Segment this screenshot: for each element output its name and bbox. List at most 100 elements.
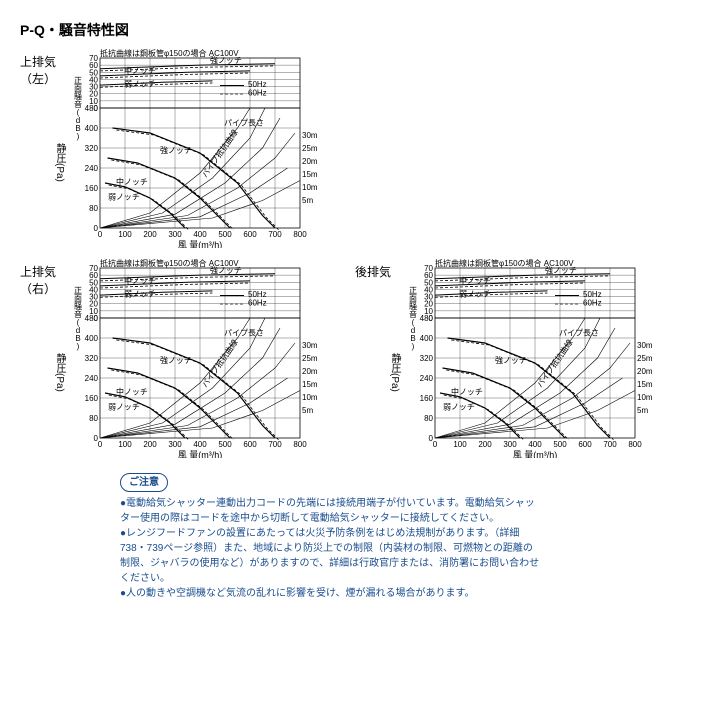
svg-text:160: 160 [420,394,434,403]
svg-text:15m: 15m [637,380,653,389]
svg-text:弱ノッチ: 弱ノッチ [443,402,475,411]
svg-text:200: 200 [143,440,157,449]
svg-text:80: 80 [424,414,433,423]
svg-text:70: 70 [89,54,98,63]
svg-text:弱ノッチ: 弱ノッチ [124,290,156,299]
svg-text:60Hz: 60Hz [248,89,267,98]
svg-text:240: 240 [420,374,434,383]
notice-item: 人の動きや空調機など気流の乱れに影響を受け、煙が漏れる場合があります。 [120,586,540,601]
svg-text:700: 700 [268,230,282,239]
svg-text:弱ノッチ: 弱ノッチ [124,80,156,89]
svg-text:500: 500 [553,440,567,449]
svg-text:強ノッチ: 強ノッチ [210,265,242,275]
section-title: P-Q・騒音特性図 [20,20,700,40]
svg-text:400: 400 [193,440,207,449]
svg-text:320: 320 [85,144,99,153]
svg-text:パイプ抵抗曲線: パイプ抵抗曲線 [534,338,574,390]
svg-text:160: 160 [85,184,99,193]
svg-text:160: 160 [85,394,99,403]
svg-text:25m: 25m [302,354,318,363]
axis-label-pressure: 静圧(Pa) [52,143,67,182]
svg-text:30m: 30m [302,131,318,140]
svg-text:強ノッチ: 強ノッチ [495,355,527,365]
svg-text:480: 480 [420,314,434,323]
svg-text:中ノッチ: 中ノッチ [116,386,148,396]
svg-text:400: 400 [85,124,99,133]
svg-text:100: 100 [118,230,132,239]
svg-text:400: 400 [193,230,207,239]
svg-text:中ノッチ: 中ノッチ [124,276,156,286]
svg-text:風 量(m³/h): 風 量(m³/h) [513,450,558,458]
chart-upper-right: 抵抗曲線は鋼板管φ150の場合 AC100V010203040506070強ノッ… [70,258,325,458]
svg-text:480: 480 [85,104,99,113]
svg-text:320: 320 [420,354,434,363]
svg-text:700: 700 [603,440,617,449]
svg-text:15m: 15m [302,380,318,389]
svg-text:強ノッチ: 強ノッチ [160,355,192,365]
notice-box: ご注意 電動給気シャッター連動出力コードの先端には接続用端子が付いています。電動… [120,473,540,601]
svg-text:300: 300 [503,440,517,449]
svg-text:20m: 20m [637,367,653,376]
svg-text:200: 200 [143,230,157,239]
svg-text:中ノッチ: 中ノッチ [459,276,491,286]
svg-text:600: 600 [578,440,592,449]
svg-text:10m: 10m [637,393,653,402]
svg-text:480: 480 [85,314,99,323]
svg-text:500: 500 [218,440,232,449]
svg-text:320: 320 [85,354,99,363]
svg-text:中ノッチ: 中ノッチ [116,176,148,186]
svg-text:800: 800 [293,230,307,239]
svg-text:正面騒音(dB): 正面騒音(dB) [409,286,417,351]
svg-text:240: 240 [85,164,99,173]
svg-text:100: 100 [118,440,132,449]
svg-text:240: 240 [85,374,99,383]
svg-text:30m: 30m [302,341,318,350]
svg-text:80: 80 [89,414,98,423]
svg-text:弱ノッチ: 弱ノッチ [108,402,140,411]
svg-text:中ノッチ: 中ノッチ [124,66,156,76]
svg-text:700: 700 [268,440,282,449]
svg-text:800: 800 [293,440,307,449]
svg-text:400: 400 [420,334,434,343]
svg-text:0: 0 [98,230,103,239]
svg-text:正面騒音(dB): 正面騒音(dB) [74,286,82,351]
svg-text:10m: 10m [302,393,318,402]
svg-text:200: 200 [478,440,492,449]
svg-text:10m: 10m [302,183,318,192]
notice-badge: ご注意 [120,473,168,492]
chart-label: 上排気 （右） [20,258,70,297]
svg-text:70: 70 [424,264,433,273]
axis-label-pressure: 静圧(Pa) [387,353,402,392]
svg-text:600: 600 [243,440,257,449]
svg-text:弱ノッチ: 弱ノッチ [459,290,491,299]
svg-text:パイプ長さ: パイプ長さ [224,329,264,338]
svg-text:風 量(m³/h): 風 量(m³/h) [178,240,223,248]
notice-item: レンジフードファンの設置にあたっては火災予防条例をはじめ法規制があります。（詳細… [120,526,540,586]
axis-label-pressure: 静圧(Pa) [52,353,67,392]
svg-text:80: 80 [89,204,98,213]
svg-text:パイプ抵抗曲線: パイプ抵抗曲線 [199,128,239,180]
svg-text:500: 500 [218,230,232,239]
notice-item: 電動給気シャッター連動出力コードの先端には接続用端子が付いています。電動給気シャ… [120,496,540,526]
svg-text:5m: 5m [302,196,313,205]
svg-text:中ノッチ: 中ノッチ [451,386,483,396]
chart-rear: 抵抗曲線は鋼板管φ150の場合 AC100V010203040506070強ノッ… [405,258,660,458]
svg-text:強ノッチ: 強ノッチ [210,55,242,65]
svg-text:600: 600 [243,230,257,239]
svg-text:5m: 5m [302,406,313,415]
svg-text:300: 300 [168,230,182,239]
svg-text:60Hz: 60Hz [248,299,267,308]
chart-label: 後排気 [355,258,405,280]
svg-text:パイプ長さ: パイプ長さ [224,119,264,128]
svg-text:0: 0 [433,440,438,449]
svg-text:800: 800 [628,440,642,449]
svg-text:30m: 30m [637,341,653,350]
svg-text:25m: 25m [637,354,653,363]
svg-text:100: 100 [453,440,467,449]
svg-text:弱ノッチ: 弱ノッチ [108,192,140,201]
chart-label: 上排気 （左） [20,48,70,87]
svg-text:60Hz: 60Hz [583,299,602,308]
svg-text:正面騒音(dB): 正面騒音(dB) [74,76,82,141]
svg-text:パイプ抵抗曲線: パイプ抵抗曲線 [199,338,239,390]
svg-text:5m: 5m [637,406,648,415]
